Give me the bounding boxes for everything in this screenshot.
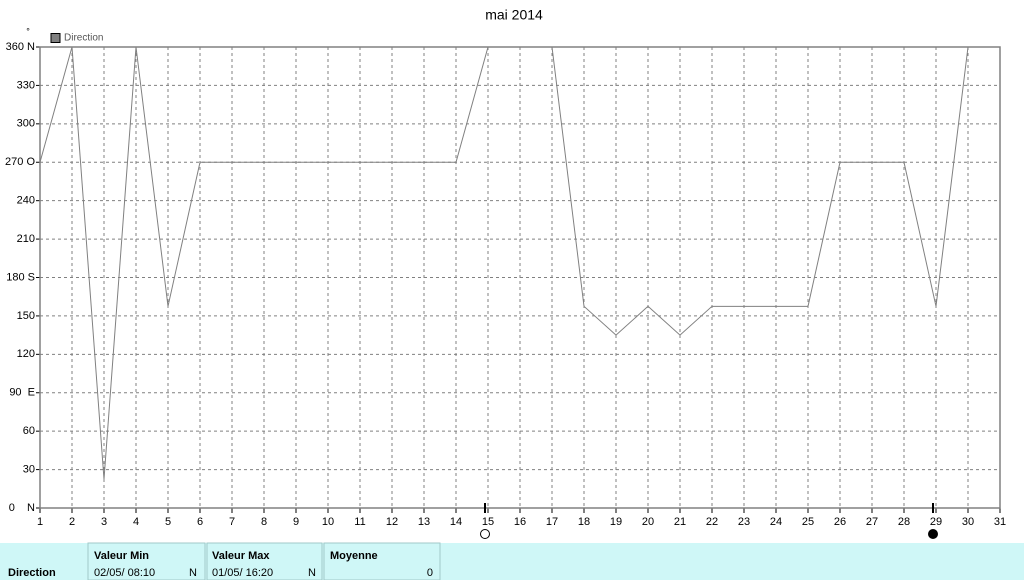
y-tick-label: 240 (17, 195, 35, 207)
y-tick-label: 0 N (9, 502, 35, 514)
x-tick-label: 15 (482, 516, 494, 528)
x-tick-label: 5 (165, 516, 171, 528)
stats-date: 01/05/ 16:20 (212, 567, 273, 579)
y-tick-label: 60 (23, 425, 35, 437)
legend-swatch (50, 33, 61, 43)
stats-cell (206, 542, 323, 580)
x-tick-label: 16 (514, 516, 526, 528)
x-tick-label: 10 (322, 516, 334, 528)
stats-cell (87, 542, 206, 580)
stats-header: Moyenne (330, 550, 378, 562)
y-tick-label: 300 (17, 118, 35, 130)
x-tick-label: 3 (101, 516, 107, 528)
x-tick-label: 26 (834, 516, 846, 528)
x-tick-label: 11 (354, 516, 365, 528)
data-line (39, 46, 969, 480)
stats-panel (0, 543, 1024, 580)
x-tick-label: 13 (418, 516, 430, 528)
stats-value: N (189, 567, 197, 579)
x-tick-label: 25 (802, 516, 814, 528)
x-tick-label: 8 (261, 516, 267, 528)
x-tick-label: 7 (229, 516, 235, 528)
x-tick-label: 12 (386, 516, 398, 528)
x-tick-label: 21 (674, 516, 686, 528)
moon-icon (928, 529, 938, 539)
x-tick-label: 28 (898, 516, 910, 528)
y-tick-label: 30 (23, 463, 35, 475)
stats-header: Valeur Min (94, 550, 149, 562)
x-tick-label: 22 (706, 516, 718, 528)
x-tick-label: 14 (450, 516, 462, 528)
y-tick-label: 90 E (9, 387, 35, 399)
stats-row-label: Direction (8, 567, 56, 579)
stats-date: 02/05/ 08:10 (94, 567, 155, 579)
x-tick-label: 23 (738, 516, 750, 528)
chart-title: mai 2014 (485, 7, 543, 23)
x-tick-label: 1 (37, 516, 43, 528)
x-tick-label: 17 (546, 516, 558, 528)
x-tick-label: 9 (293, 516, 299, 528)
x-tick-label: 29 (930, 516, 942, 528)
y-tick-label: 120 (17, 348, 35, 360)
plot-border (39, 46, 1001, 509)
x-tick-label: 24 (770, 516, 782, 528)
stats-value: 0 (427, 567, 433, 579)
stats-cell (323, 542, 441, 580)
y-tick-label: 360 N (6, 41, 35, 53)
y-tick-label: 330 (17, 79, 35, 91)
x-tick-label: 6 (197, 516, 203, 528)
y-tick-label: 180 S (6, 271, 35, 283)
y-tick-label: 150 (17, 310, 35, 322)
x-tick-label: 2 (69, 516, 75, 528)
x-tick-label: 27 (866, 516, 878, 528)
y-tick-label: 270 O (5, 156, 35, 168)
moon-icon (480, 529, 490, 539)
x-tick-label: 20 (642, 516, 654, 528)
x-tick-label: 18 (578, 516, 590, 528)
stats-value: N (308, 567, 316, 579)
stats-header: Valeur Max (212, 550, 270, 562)
y-unit: ° (26, 26, 30, 36)
y-tick-label: 210 (17, 233, 35, 245)
legend-label: Direction (64, 33, 103, 44)
x-tick-label: 31 (994, 516, 1006, 528)
x-tick-label: 30 (962, 516, 974, 528)
x-tick-label: 19 (610, 516, 622, 528)
x-tick-label: 4 (133, 516, 139, 528)
